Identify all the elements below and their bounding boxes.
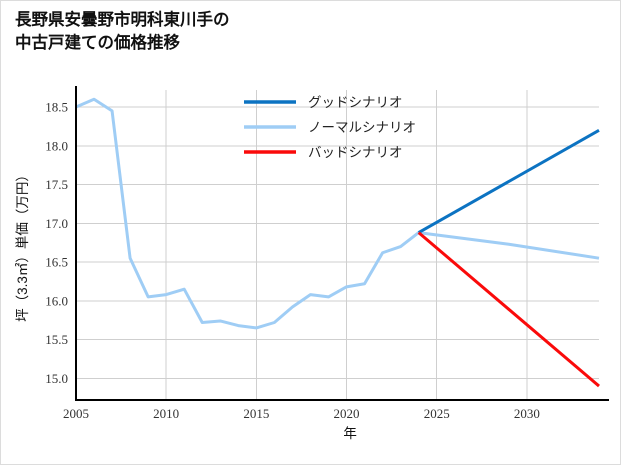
- x-axis-title: 年: [343, 426, 357, 441]
- x-tick-label-2030: 2030: [514, 406, 540, 421]
- legend-label-bad: バッドシナリオ: [308, 145, 403, 160]
- y-tick-label-15.5: 15.5: [45, 332, 68, 347]
- y-tick-label-18.0: 18.0: [45, 138, 68, 153]
- y-tick-label-18.5: 18.5: [45, 100, 68, 115]
- y-tick-label-15.0: 15.0: [45, 371, 68, 386]
- y-tick-label-16.0: 16.0: [45, 293, 68, 308]
- x-tick-label-2005: 2005: [63, 406, 89, 421]
- x-tick-label-2020: 2020: [334, 406, 360, 421]
- series-line-バッドシナリオ: [417, 231, 600, 388]
- y-tick-label-16.5: 16.5: [45, 255, 68, 270]
- x-tick-label-2010: 2010: [153, 406, 179, 421]
- x-tick-label-2015: 2015: [243, 406, 269, 421]
- y-tick-label-17.5: 17.5: [45, 177, 68, 192]
- series-line-グッドシナリオ: [417, 128, 600, 234]
- y-tick-label-17.0: 17.0: [45, 216, 68, 231]
- x-tick-label-2025: 2025: [424, 406, 450, 421]
- y-axis-title: 坪（3.3㎡）単価（万円）: [15, 168, 30, 322]
- legend-label-normal: ノーマルシナリオ: [308, 120, 416, 135]
- page-title: 長野県安曇野市明科東川手の 中古戸建ての価格推移: [15, 11, 230, 52]
- legend-label-good: グッドシナリオ: [308, 95, 403, 110]
- series-line-ノーマルシナリオ: [75, 97, 600, 330]
